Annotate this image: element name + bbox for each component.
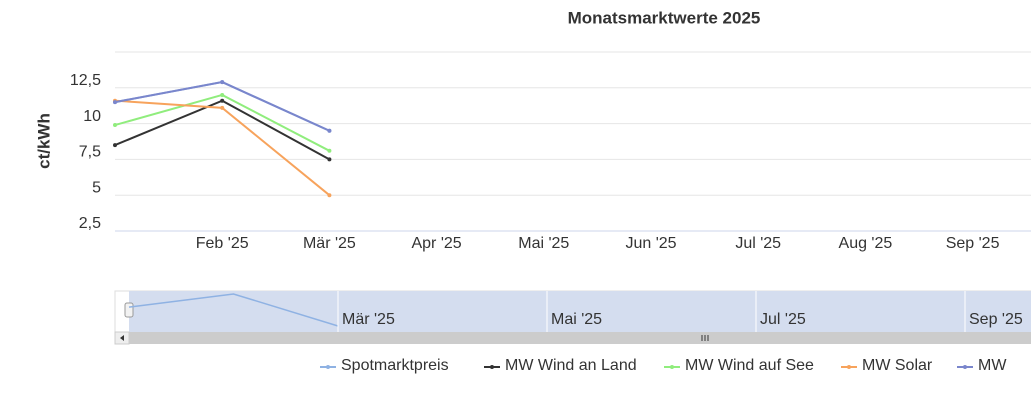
point: [113, 100, 117, 105]
y-tick-label: 7,5: [79, 144, 101, 161]
x-tick-label: Feb '25: [196, 235, 249, 252]
y-tick-label: 12,5: [70, 72, 101, 89]
point: [327, 148, 332, 153]
point: [113, 143, 117, 148]
y-axis-label: ct/kWh: [34, 113, 53, 169]
point: [327, 157, 332, 162]
navigator-label: Sep '25: [969, 311, 1023, 328]
navigator-line: [128, 293, 339, 327]
x-tick-label: Mär '25: [303, 235, 356, 252]
scrollbar-thumb[interactable]: [129, 332, 1031, 344]
point: [220, 98, 225, 103]
navigator: [114, 290, 1031, 345]
scrollbar-grip: [701, 335, 709, 341]
navigator-label: Jul '25: [760, 311, 806, 328]
legend-label: MW Wind auf See: [685, 357, 814, 374]
scrollbar-arrow: [120, 335, 124, 341]
x-tick-label: Jul '25: [735, 235, 781, 252]
legend-label: MW Wind an Land: [505, 357, 637, 374]
x-tick-label: Mai '25: [518, 235, 569, 252]
point: [220, 80, 225, 85]
point: [220, 92, 225, 97]
point: [113, 123, 117, 128]
legend-dot: [326, 365, 330, 369]
series-line: [114, 99, 331, 196]
legend-label: MW Solar: [862, 357, 933, 374]
point: [327, 193, 332, 198]
navigator-label: Mai '25: [551, 311, 602, 328]
legend-dot: [963, 365, 967, 369]
point: [327, 128, 332, 133]
x-tick-label: Jun '25: [625, 235, 676, 252]
legend-label: Spotmarktpreis: [341, 357, 449, 374]
navigator-label: Mär '25: [342, 311, 395, 328]
y-tick-label: 10: [83, 108, 101, 125]
legend-label: MW: [978, 357, 1007, 374]
legend-dot: [670, 365, 674, 369]
navigator-range: [129, 291, 1031, 332]
x-tick-label: Sep '25: [946, 235, 1000, 252]
y-tick-label: 2,5: [79, 215, 101, 232]
legend-dot: [847, 365, 851, 369]
y-tick-label: 5: [92, 179, 101, 196]
legend-dot: [490, 365, 494, 369]
point: [220, 105, 225, 110]
chart-title: Monatsmarktwerte 2025: [568, 8, 761, 27]
x-tick-label: Apr '25: [411, 235, 461, 252]
navigator-handle[interactable]: [124, 302, 134, 318]
x-tick-label: Aug '25: [839, 235, 893, 252]
